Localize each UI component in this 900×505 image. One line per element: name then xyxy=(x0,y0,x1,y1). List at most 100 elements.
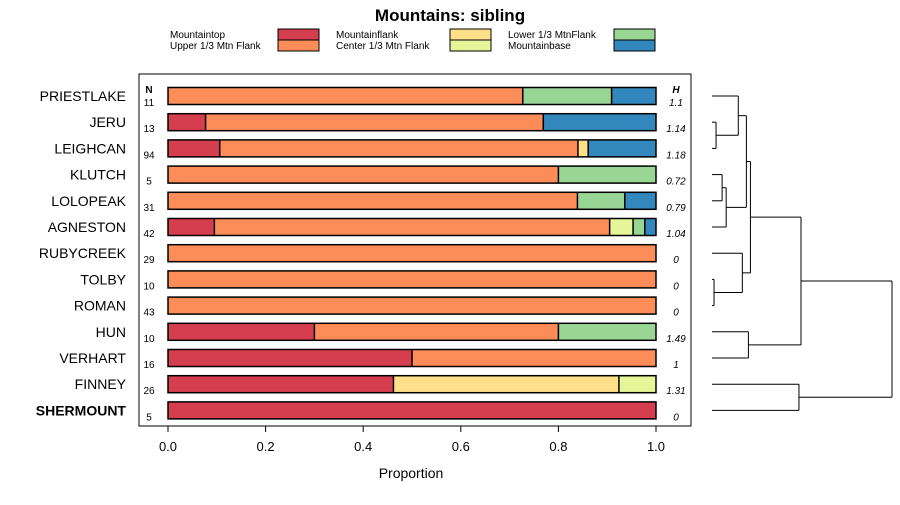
bar-outline xyxy=(167,191,657,211)
bar-outline xyxy=(167,348,657,368)
bar-segment xyxy=(314,323,559,341)
row-label: AGNESTON xyxy=(48,219,126,235)
bar-segment xyxy=(393,375,619,393)
diversity-value: 0.72 xyxy=(666,177,686,188)
dendrogram-link xyxy=(712,187,727,228)
legend-entry: Lower 1/3 MtnFlank xyxy=(508,28,656,41)
bar-segment xyxy=(633,218,645,236)
bar-row: SHERMOUNT 5 0 xyxy=(36,401,679,423)
bar-segment xyxy=(644,218,656,236)
x-tick-label: 1.0 xyxy=(647,439,665,454)
bar-segment xyxy=(618,375,656,393)
bar-outline xyxy=(167,270,657,289)
legend-entry: Center 1/3 Mtn Flank xyxy=(336,39,492,52)
legend-entry: Mountainflank xyxy=(336,28,492,41)
bar-row: ROMAN 43 0 xyxy=(74,296,679,319)
legend-label: Mountaintop xyxy=(170,30,225,41)
diversity-value: 0 xyxy=(673,308,679,319)
bar-segment xyxy=(412,349,656,367)
bar-segment xyxy=(168,401,656,419)
diversity-value: 0.79 xyxy=(666,203,686,214)
legend-label: Mountainbase xyxy=(508,41,571,52)
bar-row: TOLBY 10 0 xyxy=(80,270,679,292)
dendrogram-link xyxy=(748,216,802,346)
bar-outline xyxy=(167,165,657,184)
sample-size: 43 xyxy=(143,308,155,319)
bar-row: JERU 13 1.14 xyxy=(89,112,686,135)
x-tick-label: 0.4 xyxy=(354,439,372,454)
bar-segment xyxy=(168,297,656,315)
bar-outline xyxy=(167,112,657,132)
bar-segment xyxy=(168,218,215,236)
legend-swatch xyxy=(613,39,656,52)
sample-size: 10 xyxy=(143,334,155,345)
bar-row: AGNESTON 42 1.04 xyxy=(48,217,686,240)
bar-outline xyxy=(167,374,657,394)
diversity-value: 0 xyxy=(673,281,679,292)
sample-size: 10 xyxy=(143,281,155,292)
bar-outline xyxy=(167,296,657,315)
chart-title: Mountains: sibling xyxy=(375,6,525,25)
bar-segment xyxy=(168,349,412,367)
row-label: HUN xyxy=(96,324,126,340)
diversity-value: 1.14 xyxy=(666,124,686,135)
row-label: VERHART xyxy=(59,350,126,366)
bar-outline xyxy=(167,401,657,420)
sample-size: 31 xyxy=(143,203,155,214)
x-tick-label: 0.6 xyxy=(452,439,470,454)
row-label: SHERMOUNT xyxy=(36,402,127,418)
bar-row: VERHART 16 1 xyxy=(59,348,679,371)
diversity-value: 1.31 xyxy=(666,386,685,397)
bar-outline xyxy=(167,86,657,106)
row-label: LOLOPEAK xyxy=(51,193,126,209)
bar-segment xyxy=(168,244,656,262)
row-label: LEIGHCAN xyxy=(54,140,126,156)
bar-segment xyxy=(609,218,634,236)
dendrogram-link xyxy=(712,383,800,411)
bar-segment xyxy=(205,113,544,131)
bars: PRIESTLAKE 11 1.1 JERU 13 1.14 LEIGHCAN 94 1.18 K… xyxy=(36,86,686,423)
bar-segment xyxy=(168,323,315,341)
dendrogram-link xyxy=(712,121,717,149)
dendrogram-link xyxy=(726,115,747,208)
sample-size: 13 xyxy=(143,124,155,135)
dendrogram xyxy=(712,95,893,411)
bar-row: FINNEY 26 1.31 xyxy=(75,374,686,397)
bar-segment xyxy=(168,270,656,288)
bar-segment xyxy=(624,192,656,210)
bar-row: LEIGHCAN 94 1.18 xyxy=(54,139,686,161)
bar-outline xyxy=(167,217,657,237)
bar-segment xyxy=(168,87,523,105)
bar-row: KLUTCH 5 0.72 xyxy=(70,165,686,188)
x-tick-label: 0.2 xyxy=(257,439,275,454)
diversity-value: 1.04 xyxy=(666,229,686,240)
legend-swatch xyxy=(613,28,656,41)
bar-segment xyxy=(522,87,612,105)
h-column-header: H xyxy=(672,85,680,96)
sample-size: 16 xyxy=(143,360,155,371)
row-label: PRIESTLAKE xyxy=(40,88,126,104)
dendrogram-link xyxy=(712,252,743,293)
row-label: JERU xyxy=(89,114,126,130)
dendrogram-link xyxy=(712,331,749,359)
legend-swatch xyxy=(449,28,492,41)
row-label: TOLBY xyxy=(80,271,126,287)
bar-segment xyxy=(219,139,578,157)
bar-segment xyxy=(558,323,656,341)
x-axis-title: Proportion xyxy=(379,465,444,481)
bar-outline xyxy=(167,139,657,158)
bar-segment xyxy=(168,375,394,393)
row-label: KLUTCH xyxy=(70,167,126,183)
sample-size: 11 xyxy=(144,98,155,109)
legend-entry: Mountaintop xyxy=(170,28,320,41)
legend-label: Center 1/3 Mtn Flank xyxy=(336,41,430,52)
dendrogram-link xyxy=(712,278,715,307)
sample-size: 29 xyxy=(143,255,155,266)
sample-size: 42 xyxy=(143,229,155,240)
bar-row: HUN 10 1.49 xyxy=(96,322,686,345)
bar-row: LOLOPEAK 31 0.79 xyxy=(51,191,686,214)
plot-frame xyxy=(138,73,692,427)
